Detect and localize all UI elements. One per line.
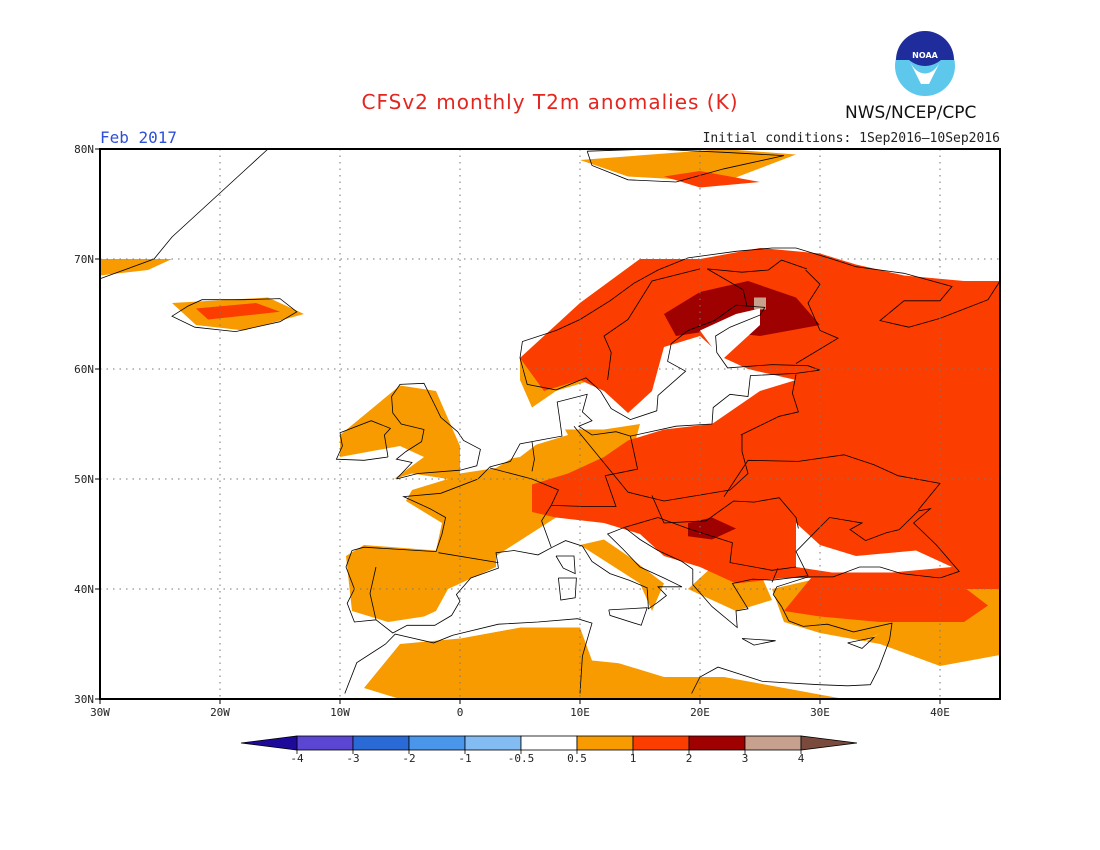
lon-label-0: 0 <box>456 706 464 719</box>
colorbar-swatch <box>464 735 522 751</box>
lon-label-40e: 40E <box>930 706 950 719</box>
coastline-ireland <box>335 420 392 461</box>
colorbar-label: -0.5 <box>507 752 535 765</box>
sea-area-black-sea <box>796 523 952 573</box>
noaa-logo-text: NOAA <box>912 51 938 60</box>
coastline-svalbard <box>586 148 785 183</box>
anomaly-area-greenland <box>100 259 172 276</box>
border-balkans <box>624 517 797 571</box>
sea-area-north-sea <box>460 402 568 474</box>
colorbar-swatch <box>296 735 354 751</box>
lon-label-30e: 30E <box>810 706 830 719</box>
anomaly-area-svalbard-warm <box>664 171 760 188</box>
anomaly-area-svalbard <box>580 149 796 182</box>
lon-label-10e: 10E <box>570 706 590 719</box>
coastline-sardinia <box>558 577 577 601</box>
colorbar-low-arrow <box>240 735 298 751</box>
colorbar-label: -2 <box>402 752 416 765</box>
colorbar-swatch <box>632 735 690 751</box>
border-greece-turkey <box>771 567 779 583</box>
lon-label-10w: 10W <box>330 706 350 719</box>
colorbar-label: 3 <box>741 752 749 765</box>
anomaly-area-turkey <box>784 567 988 622</box>
coastline-europe-north <box>351 247 1001 553</box>
colorbar-label: -3 <box>346 752 360 765</box>
coastline-sicily <box>608 607 648 626</box>
colorbar-label: 1 <box>629 752 637 765</box>
colorbar-label: -1 <box>458 752 472 765</box>
border-finland-russia <box>795 269 839 364</box>
colorbar-label: 2 <box>685 752 693 765</box>
anomaly-area-finland <box>664 281 820 336</box>
border-france-east <box>489 467 559 548</box>
colorbar-high-arrow <box>800 735 858 751</box>
border-germany-east <box>551 436 639 507</box>
noaa-logo-gull <box>909 60 941 84</box>
anomaly-area-eastern-europe <box>520 248 1000 589</box>
anomaly-area-western-europe <box>340 385 640 622</box>
border-central-europe <box>573 425 749 502</box>
border-sweden-finland <box>706 268 748 306</box>
lat-label-30n: 30N <box>74 693 94 706</box>
sea-area-baltic <box>664 308 760 424</box>
colorbar-swatch <box>520 735 578 751</box>
forecast-period: Feb 2017 <box>100 128 178 147</box>
border-finland-norway <box>707 259 807 273</box>
lat-label-70n: 70N <box>74 253 94 266</box>
colorbar-swatch <box>408 735 466 751</box>
lat-label-60n: 60N <box>74 363 94 376</box>
map-title: CFSv2 monthly T2m anomalies (K) <box>361 90 739 114</box>
anomaly-area-italy <box>580 539 664 611</box>
coastline-crete <box>741 638 776 646</box>
map-frame <box>99 148 1001 700</box>
coastline-corsica <box>555 555 576 575</box>
border-spain-portugal <box>369 566 377 620</box>
border-france-spain <box>438 552 499 563</box>
noaa-logo-dome <box>896 31 954 66</box>
lon-label-30w: 30W <box>90 706 110 719</box>
colorbar-label: 4 <box>797 752 805 765</box>
lon-label-20w: 20W <box>210 706 230 719</box>
colorbar-swatch <box>744 735 802 751</box>
sea-area-mediterranean <box>352 578 880 672</box>
border-norway-sweden <box>603 268 701 381</box>
coastline-great-britain <box>391 382 481 480</box>
colorbar-swatch <box>576 735 634 751</box>
colorbar-swatch <box>352 735 410 751</box>
anomaly-area-iceland-warm <box>196 303 280 320</box>
coastline-iceland <box>171 298 298 333</box>
lat-label-80n: 80N <box>74 143 94 156</box>
border-ukraine <box>723 454 941 511</box>
coastline-mediterranean-north <box>345 508 960 694</box>
colorbar-label: -4 <box>290 752 304 765</box>
coastline-cyprus <box>847 636 876 649</box>
agency-label: NWS/NCEP/CPC <box>845 103 977 123</box>
border-baltics <box>740 374 799 436</box>
lat-label-50n: 50N <box>74 473 94 486</box>
coastline-greenland <box>99 148 269 280</box>
colorbar-swatch <box>688 735 746 751</box>
lon-label-20e: 20E <box>690 706 710 719</box>
colorbar-label: 0.5 <box>567 752 587 765</box>
coastline-north-africa <box>344 618 593 694</box>
lat-label-40n: 40N <box>74 583 94 596</box>
border-netherlands-germany <box>531 441 535 472</box>
initial-conditions: Initial conditions: 1Sep2016–10Sep2016 <box>702 131 1000 146</box>
